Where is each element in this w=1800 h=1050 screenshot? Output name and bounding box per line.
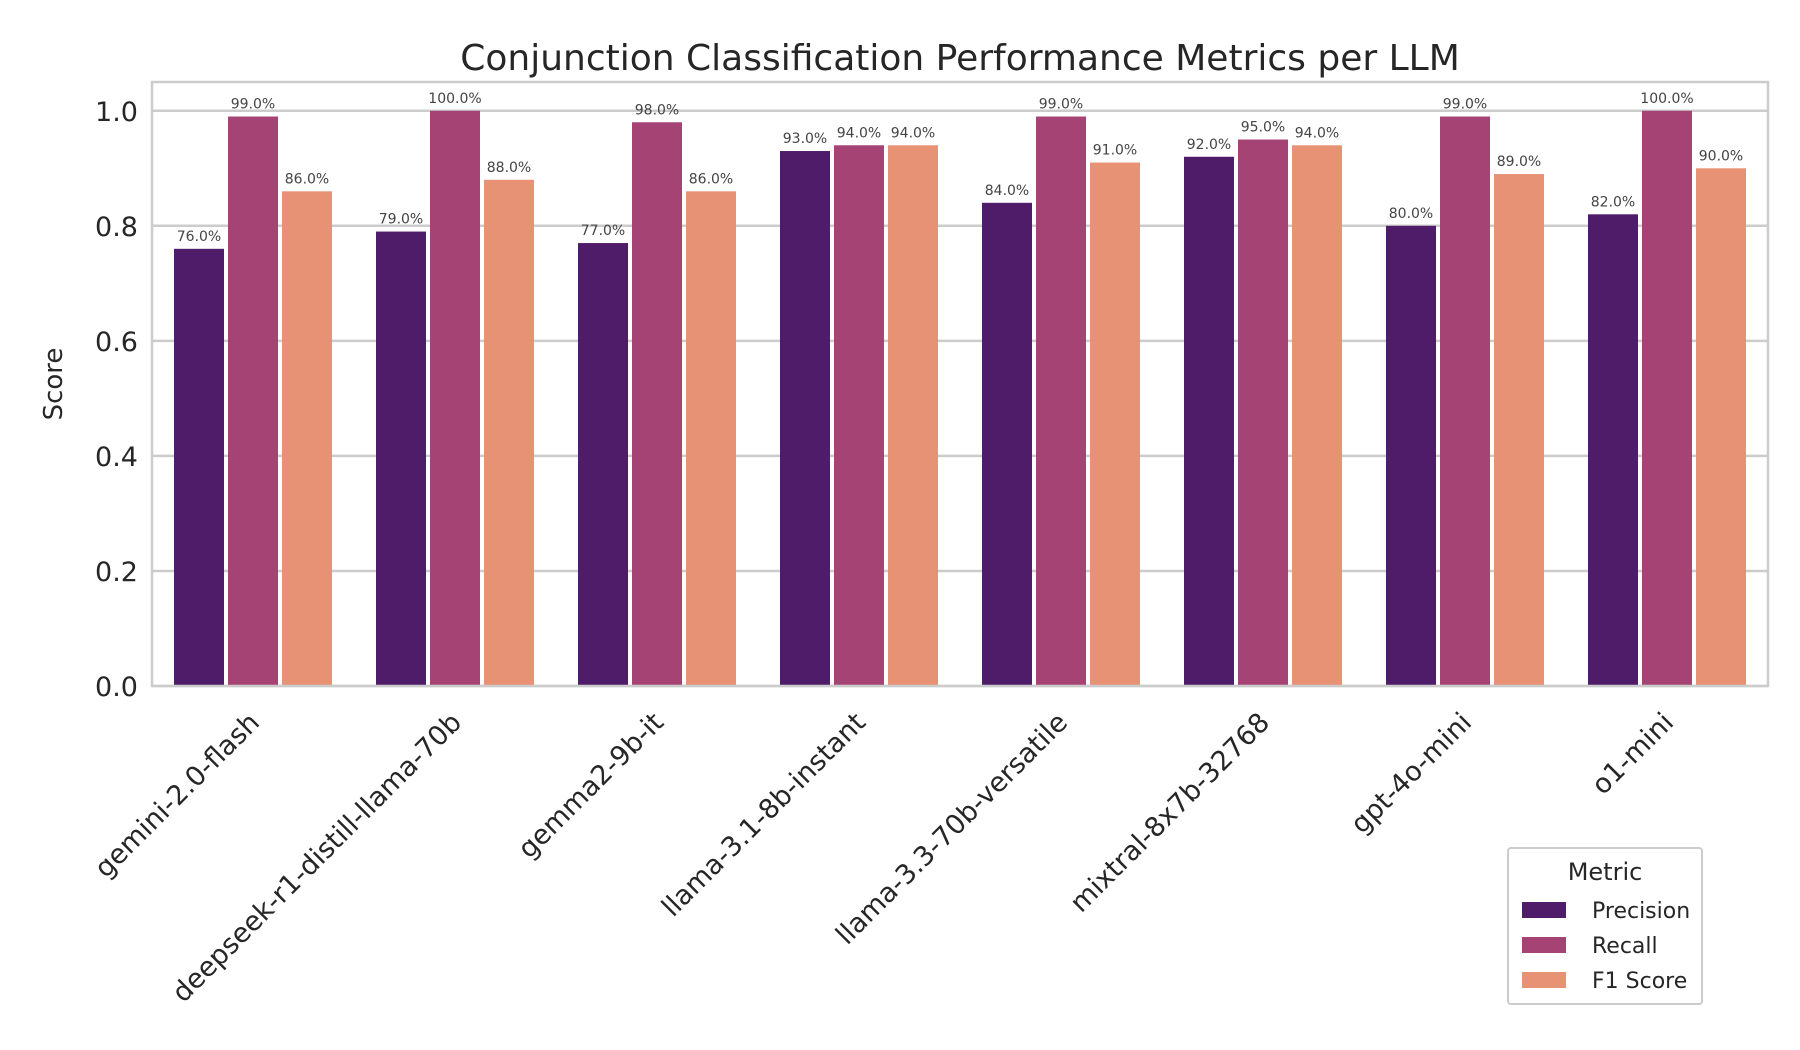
legend-label: Precision <box>1592 899 1690 924</box>
x-tick-label: gpt-4o-mini <box>1345 707 1478 840</box>
bar-value-label: 76.0% <box>177 229 221 245</box>
bar-value-label: 98.0% <box>635 102 679 118</box>
bar-f1-score <box>282 191 332 687</box>
legend-swatch <box>1522 902 1566 918</box>
bar-f1-score <box>888 145 938 686</box>
x-tick-label: mixtral-8x7b-32768 <box>1064 707 1276 919</box>
bar-value-label: 99.0% <box>1443 97 1487 113</box>
bar-f1-score <box>1696 168 1746 687</box>
legend-swatch <box>1522 972 1566 988</box>
bar-value-label: 93.0% <box>783 131 827 147</box>
y-tick-label: 0.8 <box>95 212 138 243</box>
bar-value-label: 80.0% <box>1389 206 1433 222</box>
bar-recall <box>1642 110 1692 686</box>
legend-label: Recall <box>1592 934 1658 959</box>
legend-title: Metric <box>1568 858 1643 886</box>
bar-f1-score <box>1292 145 1342 686</box>
plot-frame <box>150 80 1770 688</box>
bar-f1-score <box>484 179 534 687</box>
bar-recall <box>228 116 278 686</box>
bar-value-label: 94.0% <box>891 125 935 141</box>
y-tick-label: 0.4 <box>95 442 138 473</box>
y-tick-label: 1.0 <box>95 97 138 128</box>
legend-box <box>1507 847 1703 1005</box>
legend: Metric Precision Recall F1 Score <box>1507 847 1703 1005</box>
x-tick-label: o1-mini <box>1586 707 1680 801</box>
y-tick-label: 0.2 <box>95 557 138 588</box>
bar-precision <box>1184 156 1234 686</box>
legend-label: F1 Score <box>1592 969 1687 994</box>
bar-f1-score <box>686 191 736 687</box>
bar-precision <box>1386 225 1436 687</box>
bar-f1-score <box>1494 174 1544 687</box>
bar-recall <box>834 145 884 686</box>
legend-swatch <box>1522 937 1566 953</box>
bar-precision <box>376 231 426 687</box>
bar-precision <box>578 243 628 687</box>
x-axis-ticks: gemini-2.0-flashdeepseek-r1-distill-llam… <box>89 707 1680 1008</box>
bar-value-label: 86.0% <box>285 171 329 187</box>
bar-value-label: 100.0% <box>1640 91 1693 107</box>
legend-items: Precision Recall F1 Score <box>1522 899 1690 994</box>
bar-recall <box>1036 116 1086 686</box>
bar-value-label: 89.0% <box>1497 154 1541 170</box>
bar-value-labels: 76.0% 99.0% 86.0% 79.0% 100.0% 88.0% 77.0% 98.0… <box>177 91 1743 245</box>
bars <box>174 110 1746 687</box>
y-tick-label: 0.6 <box>95 327 138 358</box>
bar-value-label: 82.0% <box>1591 194 1635 210</box>
bar-value-label: 77.0% <box>581 223 625 239</box>
x-tick-label: gemma2-9b-it <box>512 707 670 865</box>
bar-value-label: 88.0% <box>487 160 531 176</box>
bar-value-label: 94.0% <box>837 125 881 141</box>
bar-recall <box>1238 139 1288 686</box>
bar-recall <box>430 110 480 686</box>
bar-precision <box>1588 214 1638 687</box>
bar-recall <box>632 122 682 687</box>
bar-f1-score <box>1090 162 1140 687</box>
bar-value-label: 79.0% <box>379 212 423 228</box>
x-tick-label: gemini-2.0-flash <box>89 707 266 884</box>
bar-value-label: 86.0% <box>689 171 733 187</box>
y-tick-label: 0.0 <box>95 672 138 703</box>
bar-value-label: 94.0% <box>1295 125 1339 141</box>
bar-value-label: 95.0% <box>1241 120 1285 136</box>
bar-precision <box>780 151 830 686</box>
bar-precision <box>982 202 1032 687</box>
y-axis-label: Score <box>39 348 69 421</box>
x-tick-label: llama-3.3-70b-versatile <box>830 707 1074 951</box>
bar-value-label: 92.0% <box>1187 137 1231 153</box>
bar-value-label: 84.0% <box>985 183 1029 199</box>
chart-title: Conjunction Classification Performance M… <box>460 38 1460 79</box>
bar-value-label: 100.0% <box>428 91 481 107</box>
bar-value-label: 91.0% <box>1093 143 1137 159</box>
bar-precision <box>174 248 224 687</box>
bar-recall <box>1440 116 1490 686</box>
x-tick-label: llama-3.1-8b-instant <box>656 707 872 923</box>
bar-value-label: 99.0% <box>1039 97 1083 113</box>
y-axis-ticks: 0.0 0.2 0.4 0.6 0.8 1.0 <box>95 97 138 703</box>
bar-value-label: 90.0% <box>1699 148 1743 164</box>
bar-value-label: 99.0% <box>231 97 275 113</box>
